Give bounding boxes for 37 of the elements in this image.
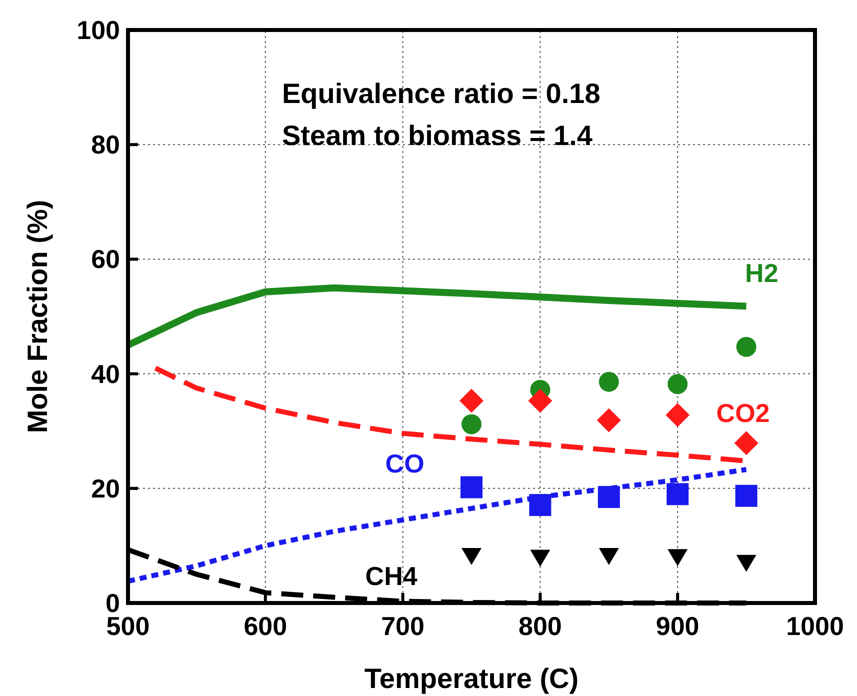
y-tick-label: 40: [91, 358, 120, 389]
x-tick-label: 600: [244, 611, 288, 641]
point: [596, 408, 621, 432]
x-tick-label: 1000: [786, 611, 844, 641]
series-label: H2: [745, 258, 778, 288]
y-tick-label: 20: [91, 473, 120, 504]
point: [460, 388, 484, 413]
point: [666, 403, 690, 428]
y-axis-title: Mole Fraction (%): [22, 200, 53, 434]
point: [736, 554, 756, 572]
point: [530, 550, 550, 567]
point: [735, 484, 758, 507]
point: [529, 494, 552, 516]
point: [736, 336, 756, 357]
x-tick-label: 700: [381, 611, 424, 641]
series-label: CH4: [365, 561, 418, 591]
annotation: Equivalence ratio = 0.18: [282, 78, 600, 109]
x-tick-label: 900: [656, 611, 700, 641]
series-label: CO: [385, 448, 424, 478]
x-axis-title: Temperature (C): [364, 663, 579, 694]
point: [734, 431, 758, 456]
point: [598, 372, 619, 392]
annotation: Steam to biomass = 1.4: [282, 120, 593, 151]
point: [666, 483, 689, 506]
point: [528, 388, 552, 413]
point: [460, 476, 482, 498]
point: [668, 549, 688, 566]
y-tick-label: 60: [91, 244, 120, 274]
y-tick-label: 100: [76, 15, 120, 45]
series-label: CO2: [716, 398, 770, 428]
point: [668, 374, 688, 394]
point: [462, 414, 482, 434]
y-tick-label: 80: [91, 130, 120, 160]
point: [598, 548, 619, 566]
x-tick-label: 800: [518, 611, 562, 641]
point: [598, 486, 620, 508]
point: [462, 548, 482, 566]
